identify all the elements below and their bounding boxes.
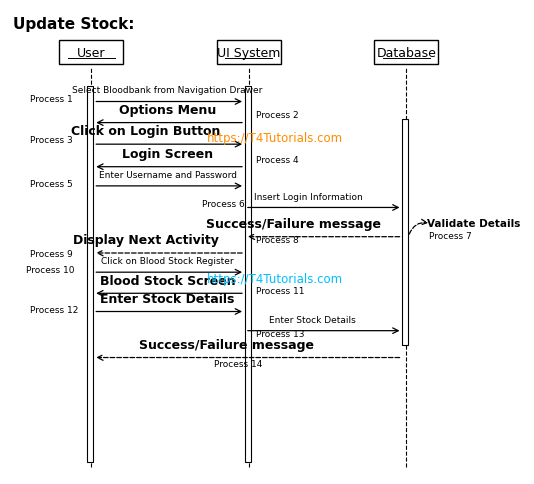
Text: Insert Login Information: Insert Login Information — [254, 192, 362, 201]
Text: Process 9: Process 9 — [30, 249, 73, 258]
Text: User: User — [77, 46, 106, 60]
Text: Process 3: Process 3 — [30, 136, 73, 145]
Text: Process 14: Process 14 — [215, 360, 263, 368]
Text: Enter Username and Password: Enter Username and Password — [99, 171, 237, 180]
Text: Process 7: Process 7 — [428, 232, 472, 241]
Text: Process 13: Process 13 — [256, 330, 305, 338]
Text: Process 8: Process 8 — [256, 236, 299, 244]
Bar — [59, 41, 123, 65]
Bar — [245, 87, 251, 462]
Text: Process 6: Process 6 — [202, 199, 245, 208]
Bar — [88, 87, 93, 462]
Text: Select Bloodbank from Navigation Drawer: Select Bloodbank from Navigation Drawer — [73, 86, 263, 95]
Text: Process 5: Process 5 — [30, 179, 73, 188]
Bar — [374, 41, 438, 65]
Text: Enter Stock Details: Enter Stock Details — [100, 292, 235, 305]
Text: Process 11: Process 11 — [256, 287, 305, 295]
Text: Blood Stock Screen: Blood Stock Screen — [100, 274, 235, 287]
Text: Display Next Activity: Display Next Activity — [73, 234, 218, 247]
Text: Validate Details: Validate Details — [427, 219, 521, 229]
Text: UI System: UI System — [217, 46, 280, 60]
Text: Process 10: Process 10 — [26, 265, 75, 274]
Text: https://T4Tutorials.com: https://T4Tutorials.com — [207, 273, 343, 286]
Text: Click on Login Button: Click on Login Button — [71, 125, 220, 138]
Text: Process 12: Process 12 — [30, 305, 78, 315]
Text: Process 4: Process 4 — [256, 156, 299, 165]
Bar — [217, 41, 281, 65]
Text: Update Stock:: Update Stock: — [13, 17, 134, 32]
Text: Click on Blood Stock Register: Click on Blood Stock Register — [101, 257, 234, 266]
Text: Enter Stock Details: Enter Stock Details — [270, 315, 356, 324]
Text: Success/Failure message: Success/Failure message — [139, 338, 314, 351]
Text: Success/Failure message: Success/Failure message — [206, 217, 381, 230]
Text: Options Menu: Options Menu — [119, 104, 216, 117]
Bar — [403, 120, 409, 345]
Text: Login Screen: Login Screen — [122, 148, 213, 161]
Text: Database: Database — [376, 46, 436, 60]
Text: https://T4Tutorials.com: https://T4Tutorials.com — [207, 132, 343, 145]
Text: Process 1: Process 1 — [30, 95, 73, 104]
Text: Process 2: Process 2 — [256, 111, 299, 120]
